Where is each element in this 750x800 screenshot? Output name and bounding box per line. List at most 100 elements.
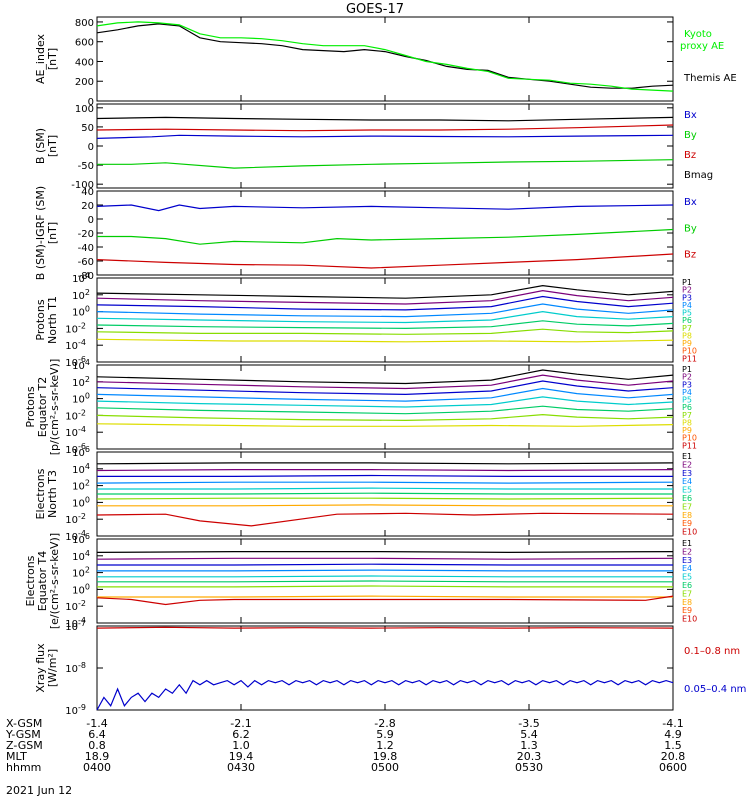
legend-ee-E7: E7: [682, 589, 692, 598]
legend-bigrf-Bz: Bz: [684, 250, 696, 261]
y-tick-label-xray: 10-9: [65, 703, 86, 717]
orbit-value: 1.3: [520, 739, 538, 752]
legend-en-E7: E7: [682, 502, 692, 511]
legend-bsm-Bz: Bz: [684, 150, 696, 161]
series-pe-P8: [96, 423, 674, 427]
y-tick-label-bsm: -100: [71, 180, 94, 191]
orbit-row-label: Y-GSM: [6, 728, 41, 741]
series-ee-E2: [96, 557, 674, 560]
y-tick-label-ae: 200: [75, 77, 94, 88]
series-pn-P3: [96, 295, 674, 311]
y-tick-label-pe: 102: [72, 375, 90, 389]
y-axis-label-line: [p/(cm²-s-sr-keV)]: [48, 359, 61, 456]
orbit-value: -4.1: [662, 717, 684, 730]
y-axis-label-pe: Protons Equator T2 [p/(cm²-s-sr-keV)]: [24, 359, 61, 456]
series-en-E7: [96, 497, 674, 500]
legend-bsm-By: By: [684, 130, 697, 141]
series-bsm-By: [97, 159, 674, 169]
orbit-value: 5.9: [376, 728, 394, 741]
series-xray-0-1-0-8-nm: [96, 626, 674, 629]
series-pe-P3: [96, 380, 674, 396]
orbit-value: 1.5: [664, 739, 682, 752]
legend-en-E4: E4: [682, 477, 692, 486]
y-tick-label-ae: 800: [75, 18, 94, 29]
y-tick-label-bsm: -50: [78, 161, 94, 172]
y-axis-label-line: [W/m²]: [46, 649, 59, 687]
series-pn-P6: [96, 320, 674, 330]
legend-pn-P8: P8: [682, 331, 692, 340]
series-ee-E1: [96, 550, 674, 554]
y-tick-label-pn: 10-2: [65, 321, 86, 335]
legend-pe-P6: P6: [682, 403, 692, 412]
series-pe-P6: [96, 405, 674, 415]
series-pn-P4: [96, 303, 674, 318]
legend-pe-P4: P4: [682, 388, 692, 397]
orbit-row-label: hhmm: [6, 761, 42, 774]
legend-en-E8: E8: [682, 511, 692, 520]
legend-xray-short: 0.05–0.4 nm: [684, 684, 746, 695]
orbit-value: -3.5: [518, 717, 540, 730]
y-tick-label-en: 106: [72, 445, 90, 459]
series-pn-P8: [96, 338, 674, 343]
series-pe-P2: [96, 374, 674, 390]
legend-ee-E3: E3: [682, 556, 692, 565]
series-en-E5: [97, 487, 673, 490]
legend-ae-proxy: proxy AE: [680, 41, 724, 52]
legend-bsm-Bmag: Bmag: [684, 170, 713, 181]
legend-pn-P5: P5: [682, 309, 692, 318]
orbit-value: 1.2: [376, 739, 394, 752]
orbit-row: MLT 18.9 19.4 19.8 20.3 20.8: [6, 751, 746, 763]
y-tick-label-en: 100: [72, 495, 90, 509]
series-bsm-Bx: [96, 134, 674, 139]
legend-pe-P1: P1: [682, 365, 692, 374]
panel-frame-xray: [96, 625, 674, 711]
series-pe-P1: [96, 369, 674, 385]
legend-pe-P3: P3: [682, 380, 692, 389]
series-ee-E6: [97, 580, 673, 583]
y-tick-label-ae: 400: [75, 57, 94, 68]
y-axis-label-line: AE_index: [34, 33, 47, 84]
legend-pn-P7: P7: [682, 324, 692, 333]
y-tick-label-pn: 104: [72, 271, 90, 285]
orbit-row: X-GSM -1.4 -2.1 -2.8 -3.5 -4.1: [6, 718, 746, 730]
series-pn-P1: [96, 284, 674, 299]
orbit-row-label: X-GSM: [6, 717, 43, 730]
orbit-value: 19.8: [372, 750, 398, 763]
legend-ee-E1: E1: [682, 539, 692, 548]
y-axis-label-line: North T1: [46, 296, 59, 344]
y-tick-label-bigrf: 20: [81, 201, 94, 212]
y-tick-label-pe: 100: [72, 392, 90, 406]
legend-bigrf-Bx: Bx: [684, 197, 697, 208]
series-pn-P7: [96, 328, 674, 335]
legend-ee-E10: E10: [682, 615, 697, 624]
y-tick-label-ee: 106: [72, 532, 90, 546]
legend-pn-P6: P6: [682, 316, 692, 325]
orbit-value: 5.4: [520, 728, 538, 741]
y-tick-label-bsm: 0: [88, 142, 94, 153]
series-ae-Kyoto-proxy-AE: [96, 21, 674, 92]
y-axis-label-ee: Electrons Equator T4 [e/(cm²-s-sr-keV)]: [24, 533, 61, 629]
legend-ee-E8: E8: [682, 598, 692, 607]
legend-ae-themis: Themis AE: [683, 73, 737, 84]
legend-pn-P11: P11: [682, 354, 697, 363]
legend-pe-P8: P8: [682, 418, 692, 427]
y-axis-label-line: B (SM)-IGRF (SM): [34, 186, 47, 280]
legend-en-E5: E5: [682, 486, 692, 495]
legend-en-E2: E2: [682, 460, 692, 469]
y-tick-label-en: 10-2: [65, 512, 86, 526]
y-tick-label-pe: 10-2: [65, 408, 86, 422]
orbit-row: Z-GSM 0.8 1.0 1.2 1.3 1.5: [6, 740, 746, 752]
y-tick-label-ee: 100: [72, 582, 90, 596]
y-axis-label-bsm: B (SM) [nT]: [34, 128, 59, 164]
y-tick-label-bsm: 100: [75, 104, 94, 115]
legend-pn-P4: P4: [682, 301, 692, 310]
series-pn-P5: [96, 310, 674, 324]
y-axis-label-line: [e/(cm²-s-sr-keV)]: [48, 533, 61, 629]
legend-ee-E2: E2: [682, 547, 692, 556]
y-tick-label-bigrf: -60: [78, 257, 94, 268]
orbit-value: 0600: [659, 761, 687, 774]
series-en-E3: [97, 474, 673, 477]
series-bsm-Bz: [96, 124, 674, 132]
y-axis-label-line: Xray flux: [34, 643, 47, 693]
y-tick-label-ae: 0: [88, 97, 94, 108]
